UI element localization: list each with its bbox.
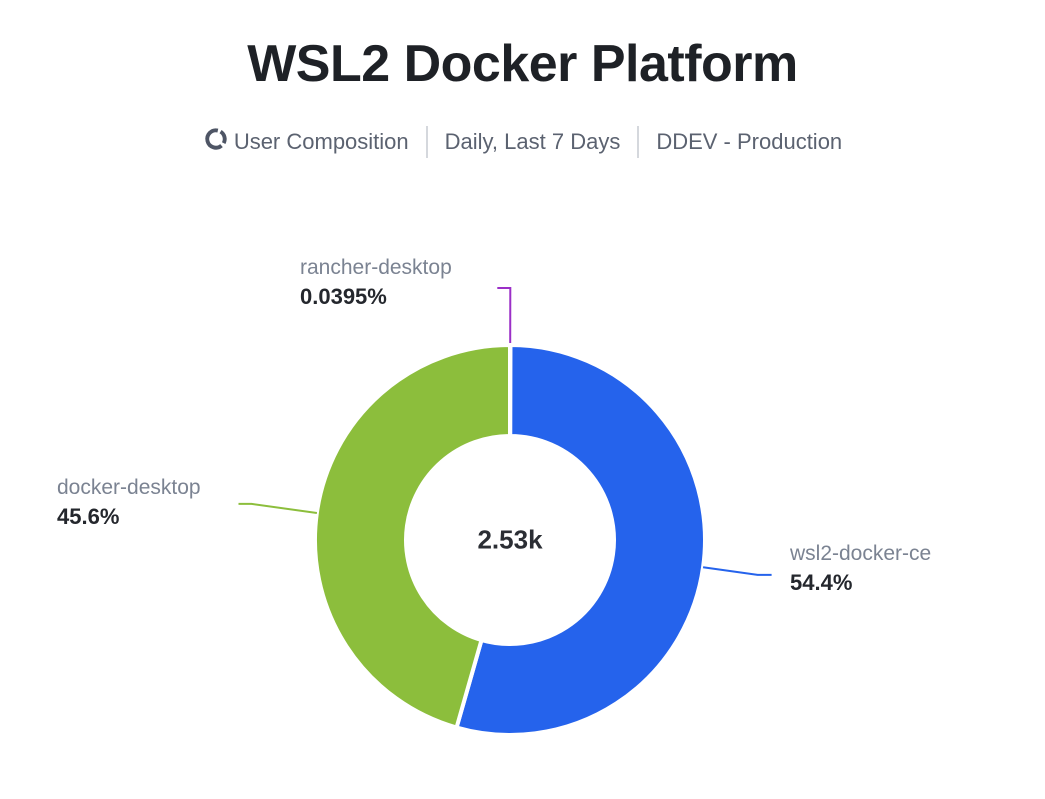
segment-name: docker-desktop: [57, 476, 201, 499]
segment-label-docker-desktop: docker-desktop 45.6%: [57, 474, 201, 532]
chart-subtitle-row: User Composition Daily, Last 7 Days DDEV…: [0, 126, 1045, 158]
donut-center-total: 2.53k: [477, 524, 543, 555]
segment-percent: 54.4%: [790, 570, 853, 595]
segment-percent: 0.0395%: [300, 284, 387, 309]
series-label: User Composition: [233, 129, 409, 154]
segment-percent: 45.6%: [57, 504, 120, 529]
segment-label-rancher-desktop: rancher-desktop 0.0395%: [300, 254, 452, 312]
segment-label-wsl2-docker-ce: wsl2-docker-ce 54.4%: [790, 540, 931, 598]
segment-name: wsl2-docker-ce: [790, 542, 932, 565]
donut-chart-icon: [203, 126, 229, 158]
segment-name: rancher-desktop: [300, 256, 452, 279]
series-legend-item: User Composition: [203, 126, 409, 158]
page-title: WSL2 Docker Platform: [247, 35, 798, 93]
subtitle-divider: [637, 126, 640, 158]
environment-label: DDEV - Production: [656, 129, 843, 154]
pie-slice-docker-desktop[interactable]: [313, 343, 512, 730]
pie-slice-wsl2-docker-ce[interactable]: [454, 343, 707, 737]
callout-line-wsl2-docker-ce: [702, 566, 772, 576]
subtitle-divider: [425, 126, 428, 158]
callout-line-docker-desktop: [238, 502, 318, 514]
callout-line-rancher-desktop: [497, 287, 512, 346]
period-label: Daily, Last 7 Days: [444, 129, 621, 154]
